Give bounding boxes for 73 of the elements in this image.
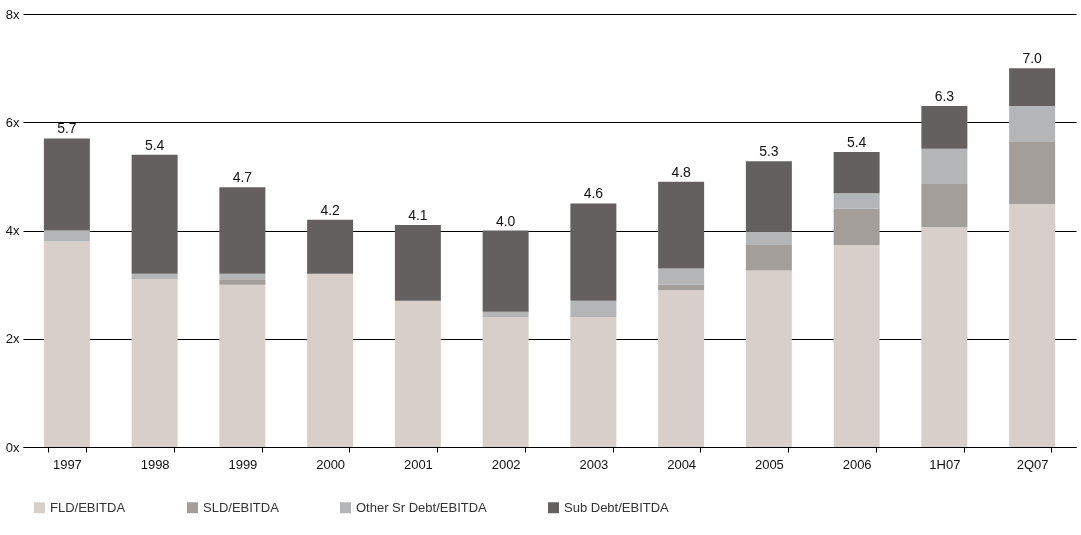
bar — [921, 106, 968, 149]
bar — [921, 183, 968, 228]
bar — [570, 300, 617, 318]
bar — [745, 245, 792, 271]
bar — [1009, 141, 1056, 204]
bar — [833, 245, 880, 447]
y-tick-label: 6x — [5, 114, 20, 130]
bar — [219, 284, 266, 447]
total-label: 6.3 — [934, 88, 955, 105]
x-tick-label: 2Q07 — [1016, 456, 1049, 472]
bar — [394, 225, 441, 301]
total-label: 5.4 — [144, 136, 165, 153]
x-tick-label: 2001 — [403, 456, 433, 472]
bar — [43, 230, 90, 242]
bar — [658, 181, 705, 269]
total-label: 5.4 — [846, 134, 867, 151]
bar — [658, 268, 705, 285]
x-tick-label: 1H07 — [929, 456, 961, 472]
legend-label: Sub Debt/EBITDA — [564, 499, 670, 515]
total-label: 4.0 — [495, 212, 516, 229]
bar — [570, 203, 617, 301]
y-tick-label: 8x — [5, 6, 20, 22]
x-tick-label: 2002 — [491, 456, 521, 472]
total-label: 4.2 — [320, 201, 341, 218]
bar — [921, 148, 968, 184]
legend-label: Other Sr Debt/EBITDA — [356, 499, 488, 515]
y-tick-label: 2x — [5, 331, 20, 347]
total-label: 4.7 — [232, 169, 253, 186]
bar — [658, 284, 705, 291]
x-tick-label: 1998 — [140, 456, 170, 472]
bar — [43, 138, 90, 231]
x-tick-label: 1999 — [228, 456, 258, 472]
bar — [394, 300, 441, 447]
x-tick-label: 2000 — [316, 456, 346, 472]
bar — [833, 208, 880, 246]
total-label: 4.8 — [671, 163, 692, 180]
bar — [1009, 106, 1056, 142]
bar — [43, 241, 90, 447]
total-label: 4.6 — [583, 185, 604, 202]
bar — [307, 219, 354, 274]
x-tick-label: 1997 — [52, 456, 82, 472]
total-label: 7.0 — [1022, 50, 1043, 67]
bar — [833, 193, 880, 209]
total-label: 5.3 — [759, 143, 779, 160]
bar — [745, 161, 792, 232]
bar — [482, 311, 529, 318]
bar — [1009, 203, 1056, 447]
bar — [570, 317, 617, 447]
bar — [219, 187, 266, 274]
legend-label: FLD/EBITDA — [50, 499, 126, 515]
bar — [658, 290, 705, 447]
x-tick-label: 2003 — [579, 456, 609, 472]
total-label: 5.7 — [57, 120, 77, 137]
bar — [833, 152, 880, 194]
bar — [482, 317, 529, 447]
y-tick-label: 4x — [5, 223, 20, 238]
x-tick-label: 2006 — [842, 456, 872, 472]
bar — [482, 230, 529, 312]
y-tick-label: 0x — [5, 439, 20, 455]
total-label: 4.1 — [408, 207, 428, 224]
bar — [219, 273, 266, 280]
bar — [1009, 68, 1056, 107]
bar — [131, 273, 178, 280]
x-tick-label: 2005 — [754, 456, 784, 472]
x-tick-label: 2004 — [667, 456, 697, 472]
bar — [131, 279, 178, 447]
bar — [131, 154, 178, 274]
bar — [745, 270, 792, 447]
bar — [307, 273, 354, 447]
legend-label: SLD/EBITDA — [203, 499, 280, 515]
bar — [219, 279, 266, 285]
bar — [921, 227, 968, 447]
bar — [745, 231, 792, 246]
